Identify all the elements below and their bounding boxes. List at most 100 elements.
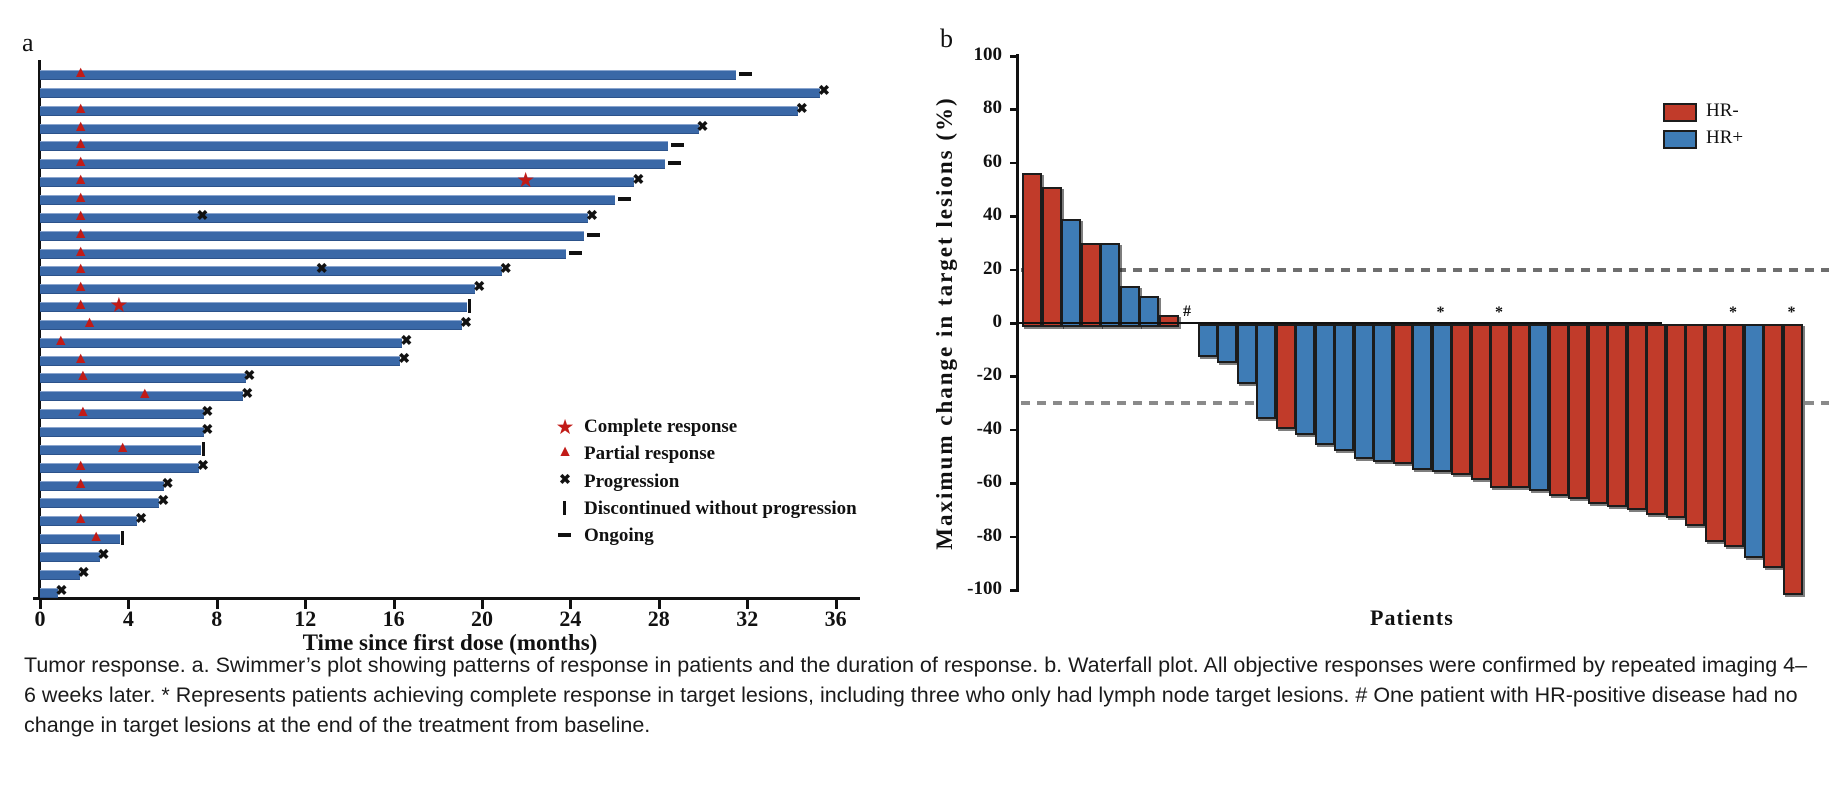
triangle-icon: ▲ xyxy=(557,443,573,461)
ongoing-dash-icon xyxy=(670,143,684,148)
swimmer-patient-bar xyxy=(40,551,100,562)
swimmer-x-tick-label: 0 xyxy=(34,606,46,631)
legend-label: Discontinued without progression xyxy=(584,497,857,519)
waterfall-bar-hrneg xyxy=(1392,324,1413,465)
swimmer-x-axis-title: Time since first dose (months) xyxy=(302,630,598,655)
swimmer-x-tick xyxy=(39,600,42,609)
swimmer-patient-bar xyxy=(40,284,476,295)
waterfall-y-tick xyxy=(1010,428,1017,432)
progression-x-icon: ✖ xyxy=(201,423,214,438)
waterfall-bar-hrneg xyxy=(1470,324,1491,481)
progression-x-icon: ✖ xyxy=(460,315,472,331)
progression-x-icon: ✖ xyxy=(818,83,830,99)
swimmer-patient-bar xyxy=(40,70,737,80)
legend-item: Ongoing xyxy=(552,525,852,551)
progression-x-icon: ✖ xyxy=(55,583,68,599)
waterfall-y-tick-label: -20 xyxy=(976,364,1002,386)
waterfall-bar-hrneg xyxy=(1080,242,1101,327)
waterfall-bar-hrpos xyxy=(1334,324,1354,451)
waterfall-bar-hrneg xyxy=(1704,324,1725,542)
waterfall-bar-hrneg xyxy=(1626,324,1647,510)
waterfall-bar-hrneg xyxy=(1451,324,1471,475)
swimmer-x-tick-label: 28 xyxy=(647,606,670,631)
progression-x-icon: ✖ xyxy=(77,565,90,581)
waterfall-y-tick xyxy=(1010,215,1017,218)
progression-x-icon: ✖ xyxy=(196,208,209,224)
partial-response-triangle-icon: ▲ xyxy=(72,510,89,528)
legend-label: Progression xyxy=(584,470,680,492)
progression-x-icon: ✖ xyxy=(243,369,256,385)
waterfall-y-tick xyxy=(1010,535,1017,539)
partial-response-triangle-icon: ▲ xyxy=(72,117,89,135)
swimmer-x-tick xyxy=(215,600,219,609)
waterfall-bar-hrneg xyxy=(1041,186,1062,327)
swimmer-x-axis-line xyxy=(33,597,860,600)
waterfall-y-tick-label: 20 xyxy=(983,257,1002,279)
waterfall-zero-line xyxy=(1016,321,1662,324)
progression-x-icon: ✖ xyxy=(632,173,645,189)
swimmer-x-tick xyxy=(746,600,750,609)
legend-label: Partial response xyxy=(584,443,716,465)
swimmer-patient-bar xyxy=(40,462,200,473)
waterfall-bar-hrpos xyxy=(1431,324,1452,473)
waterfall-bar-hrneg xyxy=(1724,324,1744,547)
waterfall-y-tick xyxy=(1010,55,1017,58)
legend-item: ★ Complete response xyxy=(552,416,852,442)
swimmer-patient-bar xyxy=(40,230,584,241)
waterfall-bar-hrneg xyxy=(1607,324,1627,507)
discontinued-bar-icon xyxy=(467,299,471,314)
legend-label: Complete response xyxy=(584,416,738,437)
waterfall-bar-hrneg xyxy=(1763,324,1783,569)
partial-response-triangle-icon: ▲ xyxy=(72,206,89,224)
progression-x-icon: ✖ xyxy=(696,119,709,135)
swimmer-patient-bar xyxy=(40,516,138,527)
waterfall-bar-hrpos xyxy=(1217,324,1237,363)
partial-response-triangle-icon: ▲ xyxy=(88,528,105,546)
partial-response-triangle-icon: ▲ xyxy=(72,474,89,492)
waterfall-y-tick-label: 60 xyxy=(983,150,1002,172)
partial-response-triangle-icon: ▲ xyxy=(72,242,89,260)
waterfall-bar-hrpos xyxy=(1529,324,1549,491)
waterfall-y-tick-label: -100 xyxy=(967,578,1002,599)
swimmer-patient-bar xyxy=(40,534,120,545)
ongoing-dash-icon xyxy=(668,161,682,166)
partial-response-triangle-icon: ▲ xyxy=(72,278,89,296)
waterfall-y-tick-label: -40 xyxy=(976,417,1002,439)
waterfall-y-tick-label: -80 xyxy=(976,524,1002,546)
waterfall-bar-hrpos xyxy=(1139,296,1159,327)
swimmer-patient-bar xyxy=(40,266,502,277)
waterfall-y-tick-label: 40 xyxy=(983,204,1002,226)
waterfall-bar-hrneg xyxy=(1275,324,1296,430)
ongoing-dash-icon xyxy=(617,196,631,201)
panel-b-letter: b xyxy=(940,24,953,53)
progression-x-icon: ✖ xyxy=(135,512,147,528)
partial-response-triangle-icon: ▲ xyxy=(114,438,131,456)
swimmer-plot: a ▲ ✖ ▲ ✖ ▲ ✖ ▲ ▲ ▲ ★ ✖ ▲ ▲ ✖ ✖ ▲ ▲ ▲ ✖ ✖ ▲ ✖ ▲ ★ ▲ ✖ ▲ ✖ ▲ ✖ ▲ ✖ ▲ ✖ ▲ ✖ ✖ ▲… xyxy=(0,0,917,660)
waterfall-y-tick-label: 80 xyxy=(983,97,1002,119)
waterfall-bar-hrpos xyxy=(1100,242,1120,327)
waterfall-bar-hrneg xyxy=(1665,324,1686,518)
partial-response-triangle-icon: ▲ xyxy=(72,99,89,117)
progression-x-icon: ✖ xyxy=(473,280,486,296)
partial-response-triangle-icon: ▲ xyxy=(72,456,89,474)
partial-response-triangle-icon: ▲ xyxy=(72,64,89,81)
progression-x-icon: ✖ xyxy=(586,208,598,224)
swimmer-patient-bar xyxy=(40,373,246,384)
swimmer-y-axis-line xyxy=(38,60,41,600)
waterfall-plot: b Maximum change in target lesions (%) 1… xyxy=(850,0,1835,660)
swimmer-patient-bar xyxy=(40,159,666,170)
swimmer-x-tick-label: 8 xyxy=(211,606,223,631)
figure-caption: Tumor response. a. Swimmer’s plot showin… xyxy=(24,653,1808,737)
progression-x-icon: ✖ xyxy=(97,547,110,563)
partial-response-triangle-icon: ▲ xyxy=(72,349,89,367)
swimmer-patient-bar xyxy=(40,87,821,98)
swimmer-patient-bar xyxy=(40,498,160,509)
waterfall-y-tick-label: 0 xyxy=(992,311,1003,332)
complete-response-star-icon: ★ xyxy=(516,168,536,193)
reference-dashed-line xyxy=(1021,267,1829,273)
star-icon: ★ xyxy=(555,415,575,439)
swimmer-patient-bar xyxy=(40,391,244,402)
progression-x-icon: ✖ xyxy=(398,351,410,367)
swimmer-patient-bar xyxy=(40,212,589,223)
partial-response-triangle-icon: ▲ xyxy=(52,331,69,349)
